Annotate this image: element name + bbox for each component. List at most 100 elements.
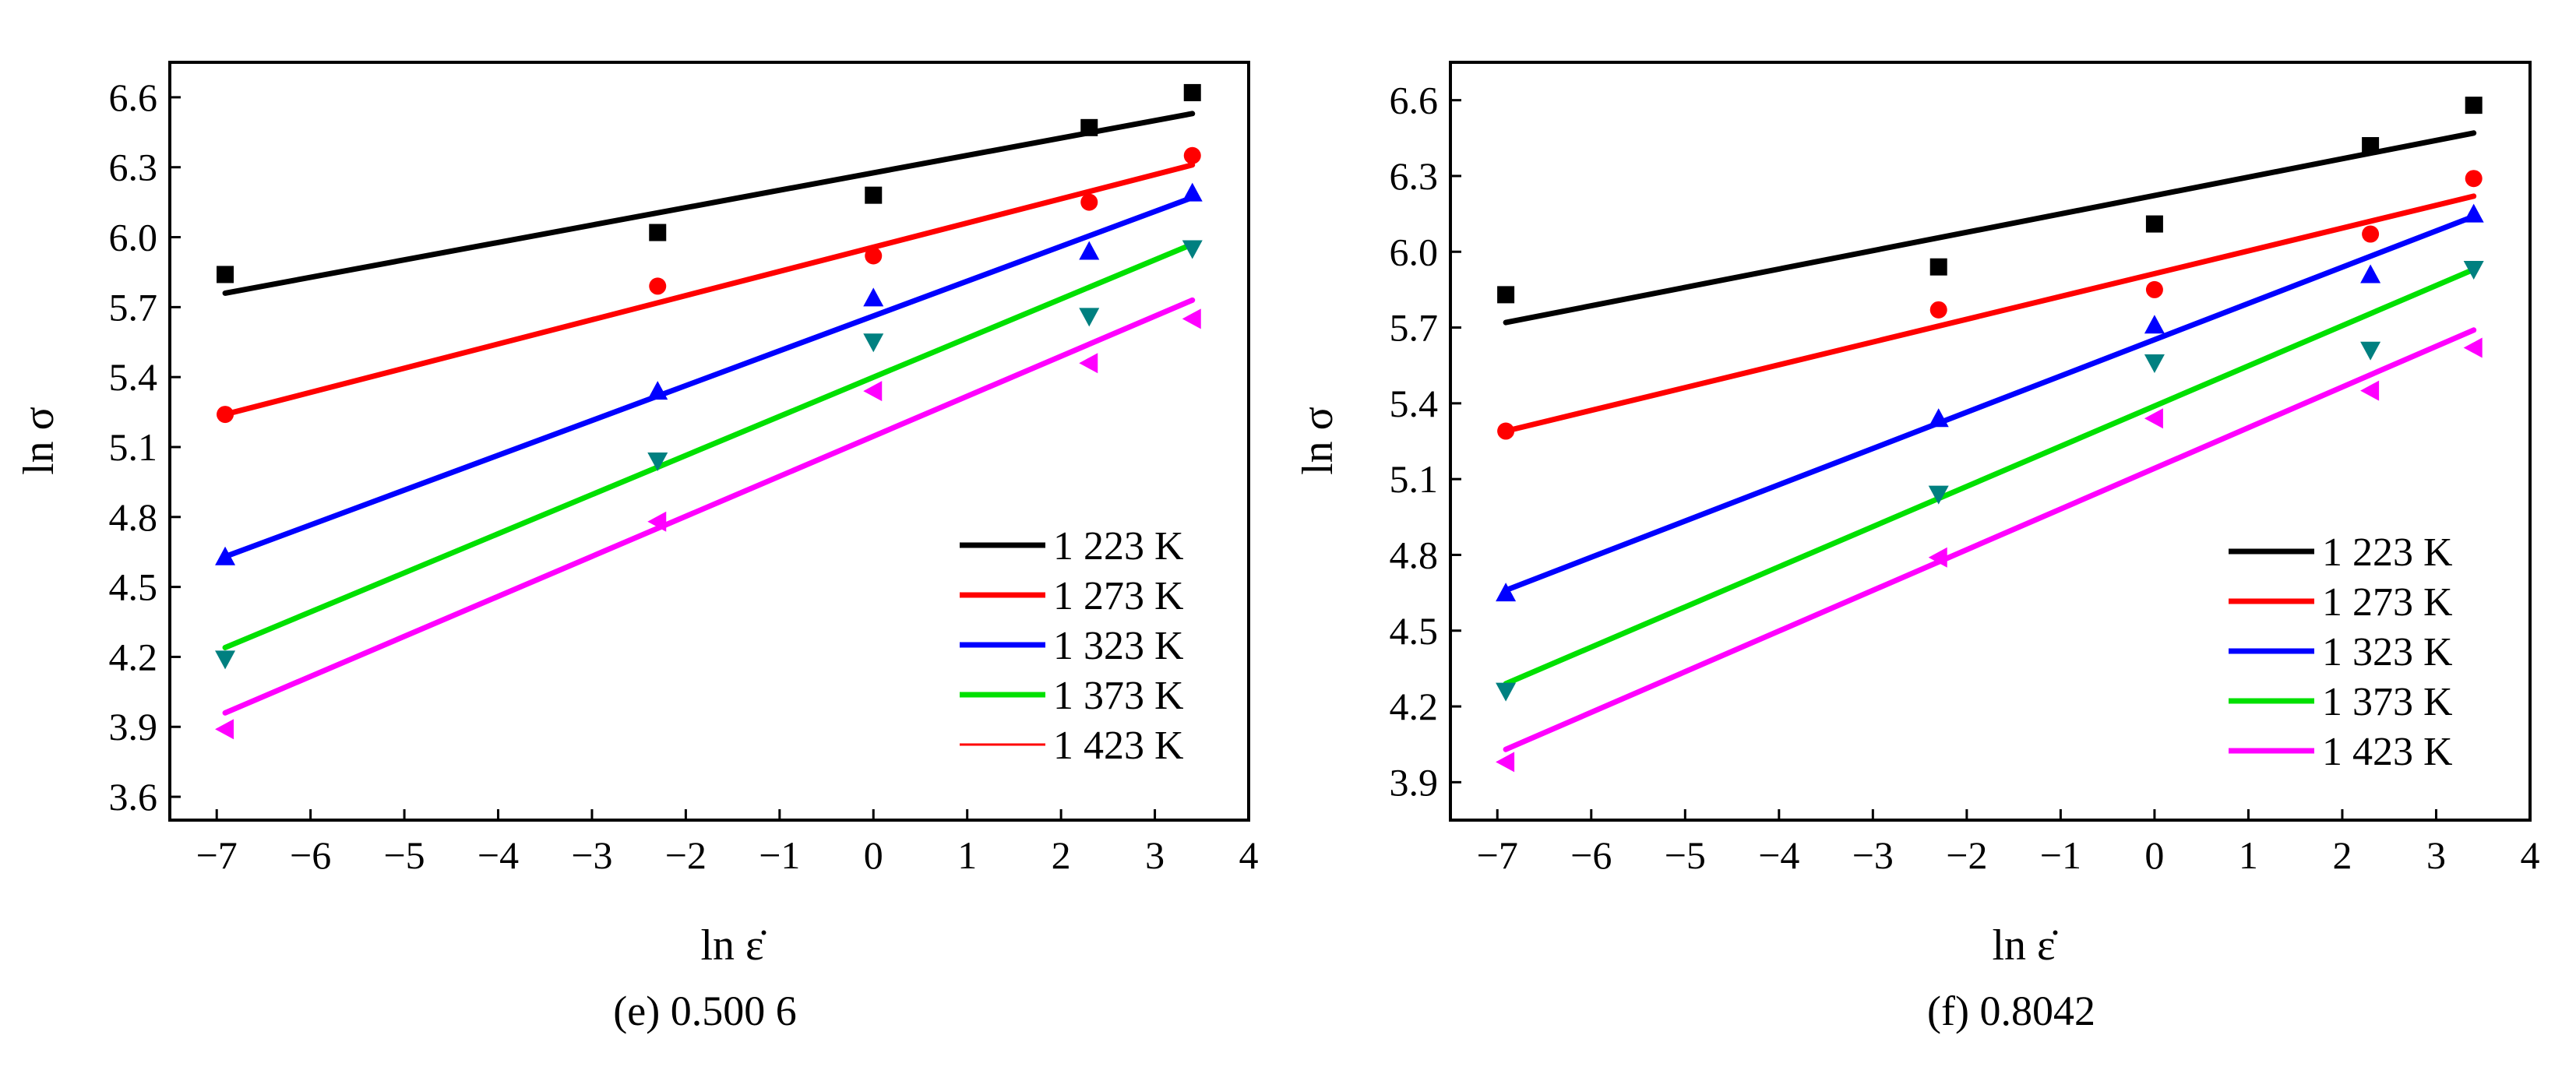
y-axis-label: ln σ (15, 407, 63, 475)
data-point (1929, 258, 1947, 276)
y-tick-label: 5.1 (109, 425, 158, 469)
chart-panel-e: −7 −6 −5 −4 −3 −2 −1 0 1 2 3 4 3.6 3.9 4.2 4.5 4.8 5.1 5.4… (15, 61, 1259, 1034)
data-point (863, 333, 884, 353)
x-tick-label: 2 (2332, 833, 2352, 877)
legend-label: 1 273 K (1053, 574, 1184, 618)
x-tick-label: 2 (1052, 833, 1071, 877)
x-tick-label: −3 (1852, 833, 1894, 877)
legend-label: 1 323 K (2322, 630, 2453, 674)
x-tick-label: −1 (759, 833, 800, 877)
y-tick-label: 6.0 (1390, 230, 1439, 273)
x-tick-label: −4 (477, 833, 519, 877)
y-tick-label: 6.3 (109, 146, 158, 189)
data-point (2360, 264, 2381, 283)
data-point (217, 266, 234, 283)
data-point (1497, 422, 1515, 440)
legend-label: 1 223 K (2322, 530, 2453, 575)
y-tick-label: 6.6 (109, 76, 158, 119)
x-tick-label: −2 (665, 833, 707, 877)
data-point (1496, 583, 1517, 602)
data-point (2463, 203, 2484, 223)
data-point (1928, 408, 1949, 428)
data-point (1928, 485, 1949, 505)
chart-panel-f: −7 −6 −5 −4 −3 −2 −1 0 1 2 3 4 3.9 4.2 4.5 4.8 5.1 5.4 5.7… (1294, 61, 2540, 1034)
fit-line-series-1 (1503, 193, 2477, 435)
x-axis-label: ln ε̇ (700, 921, 766, 970)
data-point (1496, 682, 1517, 702)
y-tick-label: 4.8 (1390, 533, 1439, 576)
data-point (2145, 215, 2163, 233)
data-point (1079, 353, 1098, 374)
data-point (1497, 286, 1515, 304)
legend-label: 1 423 K (2322, 730, 2453, 774)
x-tick-label: 1 (957, 833, 977, 877)
x-tick-label: 3 (1145, 833, 1165, 877)
y-tick-label: 4.5 (109, 565, 158, 609)
data-point (2362, 225, 2380, 243)
x-tick-label: 4 (1239, 833, 1259, 877)
data-point (1182, 240, 1203, 259)
data-point (1183, 146, 1201, 164)
data-point (1928, 547, 1947, 568)
data-point (2144, 408, 2163, 429)
y-tick-label: 3.9 (109, 705, 158, 748)
y-axis-label: ln σ (1294, 407, 1342, 475)
data-point (865, 186, 883, 204)
data-point (215, 546, 236, 565)
data-point (217, 406, 234, 424)
legend-label: 1 373 K (1053, 674, 1184, 718)
legend-label: 1 373 K (2322, 680, 2453, 724)
fit-line-series-0 (1503, 130, 2477, 326)
data-point (1079, 241, 1100, 260)
y-tick-label: 6.6 (1390, 79, 1439, 122)
data-point (647, 452, 668, 471)
data-point (215, 719, 234, 740)
legend-label: 1 423 K (1053, 724, 1184, 768)
data-point (1929, 301, 1947, 319)
y-tick-label: 5.4 (109, 355, 158, 399)
data-point (2360, 341, 2381, 361)
x-tick-label: −5 (383, 833, 425, 877)
x-tick-label: 0 (864, 833, 883, 877)
fit-line-series-0 (222, 111, 1196, 296)
data-point (2463, 337, 2483, 358)
data-point (1496, 752, 1515, 773)
x-tick-label: 4 (2521, 833, 2540, 877)
y-tick-label: 4.2 (1390, 685, 1439, 728)
data-point (2465, 97, 2483, 114)
legend-label: 1 323 K (1053, 624, 1184, 668)
x-tick-label: −3 (571, 833, 612, 877)
data-point (863, 381, 883, 402)
data-point (649, 224, 667, 241)
x-tick-label: −4 (1758, 833, 1799, 877)
y-tick-label: 6.0 (109, 216, 158, 259)
data-point (2360, 380, 2380, 401)
fit-line-series-1 (222, 162, 1196, 417)
y-tick-label: 5.1 (1390, 457, 1439, 501)
data-point (1182, 308, 1201, 329)
x-tick-label: −7 (1477, 833, 1518, 877)
fit-line-series-2 (222, 195, 1196, 560)
fit-line-series-3 (1503, 266, 2477, 687)
data-point (2465, 170, 2483, 188)
legend: 1 223 K 1 273 K 1 323 K 1 373 K 1 423 K (960, 524, 1184, 768)
data-point (2362, 137, 2380, 155)
x-tick-label: −6 (1570, 833, 1612, 877)
legend-label: 1 273 K (2322, 580, 2453, 625)
data-point (2463, 260, 2484, 280)
fit-line-series-4 (222, 297, 1196, 716)
x-tick-label: −6 (290, 833, 331, 877)
legend: 1 223 K 1 273 K 1 323 K 1 373 K 1 423 K (2229, 530, 2453, 774)
x-tick-label: 0 (2144, 833, 2164, 877)
y-tick-label: 5.4 (1390, 382, 1439, 425)
data-point (1182, 182, 1203, 202)
data-point (1183, 83, 1201, 101)
y-tick-label: 5.7 (1390, 306, 1439, 350)
data-point (215, 650, 236, 670)
x-tick-label: −5 (1665, 833, 1706, 877)
data-point (1080, 193, 1098, 211)
legend-label: 1 223 K (1053, 524, 1184, 569)
plot-frame (168, 61, 1250, 822)
chart-caption: (f) 0.8042 (1927, 988, 2095, 1034)
